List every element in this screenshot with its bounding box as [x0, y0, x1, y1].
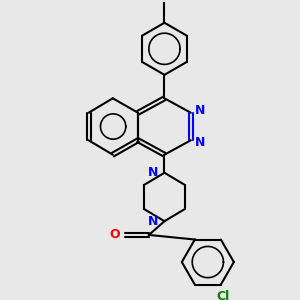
Text: N: N	[148, 215, 158, 228]
Text: Cl: Cl	[216, 290, 229, 300]
Text: N: N	[195, 104, 206, 118]
Text: N: N	[195, 136, 206, 148]
Text: O: O	[110, 228, 120, 242]
Text: N: N	[148, 166, 158, 179]
